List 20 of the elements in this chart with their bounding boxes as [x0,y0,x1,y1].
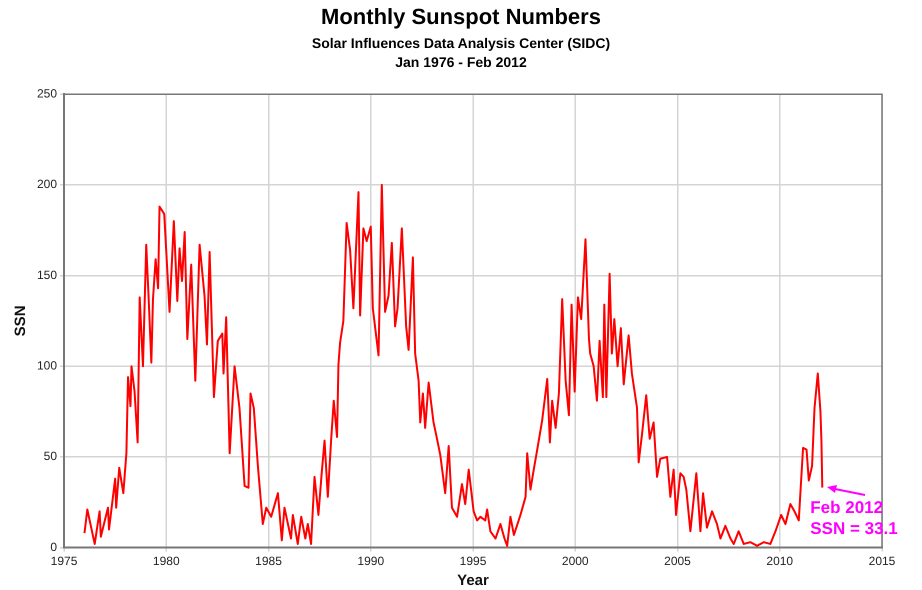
y-tick-label: 50 [44,449,58,464]
x-axis-title: Year [457,572,490,590]
x-tick-label: 1980 [152,554,180,568]
chart-title: Monthly Sunspot Numbers [320,4,602,30]
y-tick-label: 150 [36,268,58,282]
x-tick-label: 2000 [562,554,589,568]
y-tick-label: 0 [50,540,58,554]
y-axis-title: SSN [12,305,30,336]
x-tick-label: 1985 [255,554,282,568]
y-tick-label: 250 [36,86,58,101]
annotation: Feb 2012 SSN = 33.1 [810,498,898,538]
x-tick-label: 2005 [664,554,692,568]
x-tick-label: 1975 [50,554,78,568]
chart-subtitle: Solar Influences Data Analysis Center (SIDC) Jan 1976 - Feb 2012 [310,34,612,72]
x-tick-label: 2015 [868,554,896,568]
x-tick-label: 2010 [766,554,794,568]
x-tick-label: 1995 [460,554,487,568]
y-tick-label: 200 [36,177,58,192]
x-tick-label: 1990 [357,554,384,568]
y-tick-label: 100 [36,358,58,373]
